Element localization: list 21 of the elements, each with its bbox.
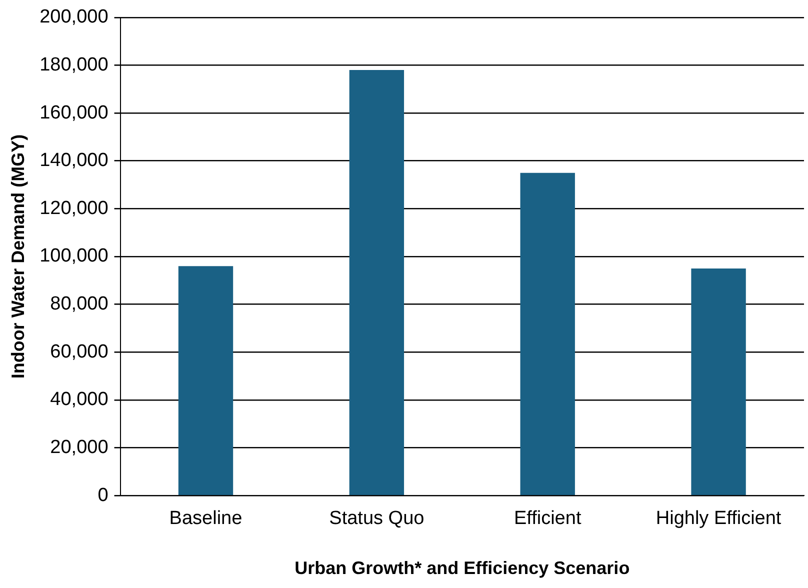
bar [178,266,234,495]
x-tick-label: Efficient [514,508,582,530]
y-tick-label: 0 [98,484,108,506]
bar [349,70,404,495]
y-tick-label: 180,000 [40,54,108,76]
x-tick-label: Baseline [169,508,242,530]
x-tick-label: Highly Efficient [656,508,782,530]
y-tick-label: 20,000 [50,437,108,458]
y-tick-label: 40,000 [50,389,108,410]
y-tick-label: 80,000 [50,294,108,315]
y-tick-label: 140,000 [40,150,108,172]
y-tick-label: 60,000 [50,341,108,362]
x-axis-title: Urban Growth* and Efficiency Scenario [294,558,630,578]
y-tick-label: 100,000 [40,246,108,267]
y-tick-label: 200,000 [40,6,108,28]
x-tick-label: Status Quo [329,508,424,530]
bar [691,268,746,495]
y-tick-label: 160,000 [40,102,108,124]
bar [520,172,575,495]
y-axis-title: Indoor Water Demand (MGY) [8,134,28,379]
y-tick-label: 120,000 [40,198,108,219]
